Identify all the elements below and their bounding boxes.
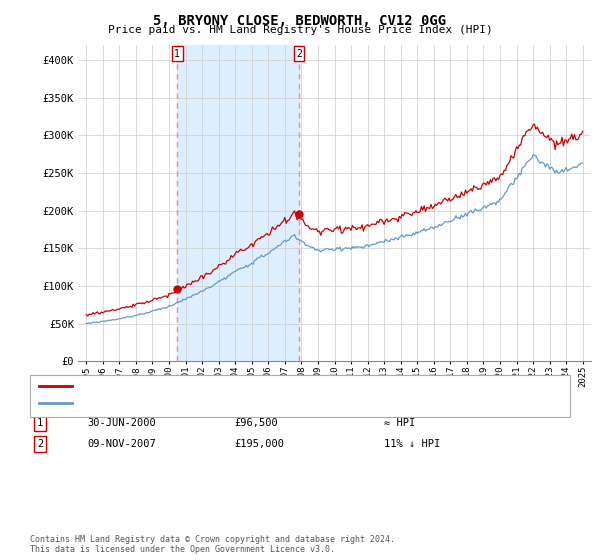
Text: £195,000: £195,000: [234, 439, 284, 449]
Text: £96,500: £96,500: [234, 418, 278, 428]
Text: 5, BRYONY CLOSE, BEDWORTH, CV12 0GG (detached house): 5, BRYONY CLOSE, BEDWORTH, CV12 0GG (det…: [78, 381, 383, 391]
Text: 1: 1: [175, 49, 180, 59]
Text: Contains HM Land Registry data © Crown copyright and database right 2024.
This d: Contains HM Land Registry data © Crown c…: [30, 535, 395, 554]
Bar: [177, 45, 299, 361]
Text: ≈ HPI: ≈ HPI: [384, 418, 415, 428]
Text: 11% ↓ HPI: 11% ↓ HPI: [384, 439, 440, 449]
Text: 2: 2: [37, 439, 43, 449]
Text: 1: 1: [37, 418, 43, 428]
Text: Price paid vs. HM Land Registry's House Price Index (HPI): Price paid vs. HM Land Registry's House …: [107, 25, 493, 35]
Text: 2: 2: [296, 49, 302, 59]
Text: 30-JUN-2000: 30-JUN-2000: [87, 418, 156, 428]
Text: 09-NOV-2007: 09-NOV-2007: [87, 439, 156, 449]
Text: 5, BRYONY CLOSE, BEDWORTH, CV12 0GG: 5, BRYONY CLOSE, BEDWORTH, CV12 0GG: [154, 14, 446, 28]
Text: HPI: Average price, detached house, Nuneaton and Bedworth: HPI: Average price, detached house, Nune…: [78, 398, 413, 408]
